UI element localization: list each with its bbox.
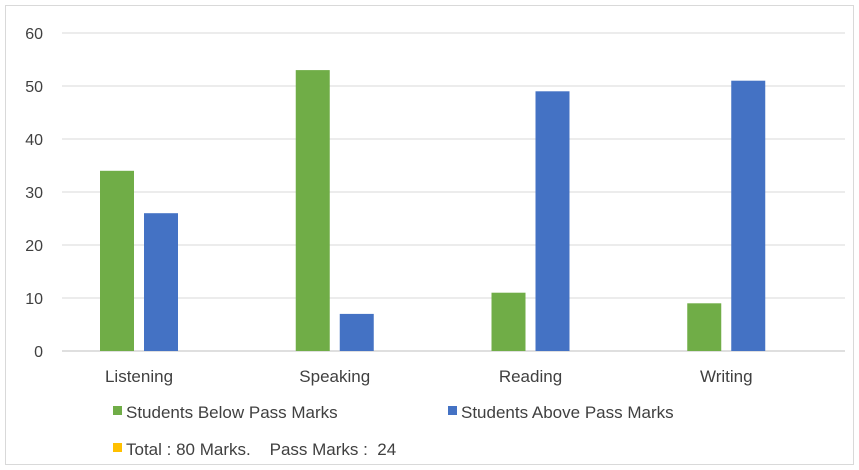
- x-axis-labels: Listening Speaking Reading Writing: [105, 367, 753, 386]
- y-axis-ticks: 0 10 20 30 40 50 60: [25, 26, 43, 361]
- gridlines: [62, 32, 845, 352]
- legend-swatch-note: [113, 443, 122, 452]
- legend-label-above: Students Above Pass Marks: [461, 403, 674, 422]
- legend: Students Below Pass Marks Students Above…: [113, 403, 674, 459]
- legend-note: Total : 80 Marks. Pass Marks : 24: [126, 440, 396, 459]
- y-tick-label: 60: [25, 26, 43, 43]
- y-tick-label: 30: [25, 185, 43, 202]
- y-tick-label: 20: [25, 238, 43, 255]
- bar-speaking-below: [295, 70, 330, 351]
- y-tick-label: 50: [25, 79, 43, 96]
- x-category-label: Speaking: [299, 367, 370, 386]
- x-category-label: Listening: [105, 367, 173, 386]
- x-category-label: Reading: [499, 367, 562, 386]
- legend-swatch-above: [448, 406, 457, 415]
- bars: [100, 70, 766, 352]
- bar-listening-above: [144, 213, 178, 351]
- bar-reading-above: [535, 91, 570, 352]
- legend-label-below: Students Below Pass Marks: [126, 403, 338, 422]
- legend-swatch-below: [113, 406, 122, 415]
- bar-reading-below: [491, 292, 526, 351]
- bar-speaking-above: [339, 313, 374, 351]
- y-tick-label: 10: [25, 291, 43, 308]
- y-tick-label: 0: [34, 344, 43, 361]
- bar-writing-below: [687, 303, 722, 351]
- bar-listening-below: [100, 170, 134, 351]
- x-category-label: Writing: [700, 367, 753, 386]
- y-tick-label: 40: [25, 132, 43, 149]
- bar-writing-above: [731, 80, 766, 351]
